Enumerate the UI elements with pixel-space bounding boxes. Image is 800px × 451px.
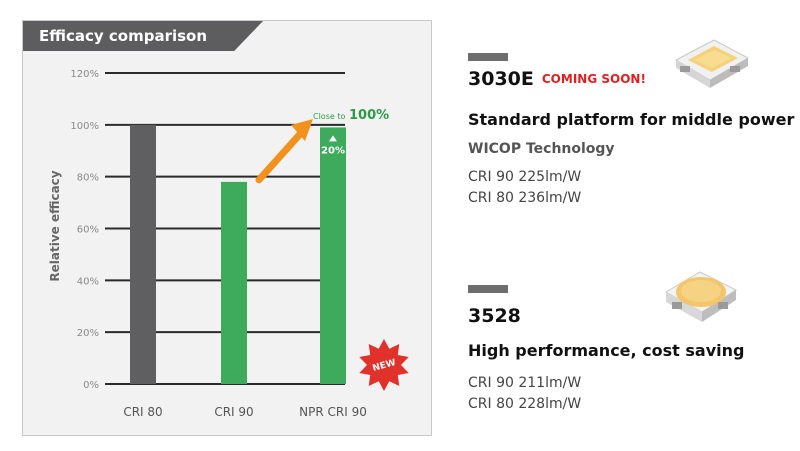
new-badge [359,339,409,391]
x-tick-label: CRI 90 [214,405,253,419]
y-tick-label: 60% [77,225,99,236]
efficacy-bar-chart: 0% 20% 40% 60% 80% 100% 120% Relative efficacy C… [48,69,409,419]
y-tick-label: 100% [70,121,99,132]
x-tick-label: NPR CRI 90 [299,405,367,419]
y-tick-label: 0% [83,380,99,391]
product-spec: CRI 80 236lm/W [468,190,582,206]
product-headline: Standard platform for middle power [468,110,795,129]
product-name: 3030E COMING SOON! [468,68,646,90]
product-marker-bar [468,53,508,61]
coming-soon-badge: COMING SOON! [541,72,646,86]
x-tick-label: CRI 80 [123,405,162,419]
improvement-arrow [255,129,305,184]
y-tick-label: 40% [77,276,99,287]
product-name-text: 3030E [468,68,534,90]
annotation-prefix: Close to [313,112,345,121]
product-name: 3528 [468,305,521,327]
bar [221,181,247,384]
improvement-arrow-head [291,119,313,141]
y-tick-label: 120% [70,69,99,80]
y-tick-label: 80% [77,173,99,184]
efficacy-chart-panel: Efficacy comparison 0% 20% 40% 60% 80% 100% 12… [22,20,432,436]
product-spec: CRI 90 211lm/W [468,375,582,391]
chart-title: Efficacy comparison [23,21,263,51]
product-technology: WICOP Technology [468,141,615,157]
product-headline: High performance, cost saving [468,341,745,360]
gain-up-icon [329,135,337,142]
y-axis-label: Relative efficacy [48,170,62,281]
annotation-value: 100% [349,108,389,123]
led-3030e-icon [674,39,750,88]
bar [320,127,346,385]
product-spec: CRI 80 228lm/W [468,396,582,412]
product-spec: CRI 90 225lm/W [468,169,582,185]
gain-label: 20% [321,145,345,156]
led-3528-icon [664,271,738,322]
bar [130,124,156,384]
y-tick-label: 20% [77,328,99,339]
product-marker-bar [468,285,508,293]
